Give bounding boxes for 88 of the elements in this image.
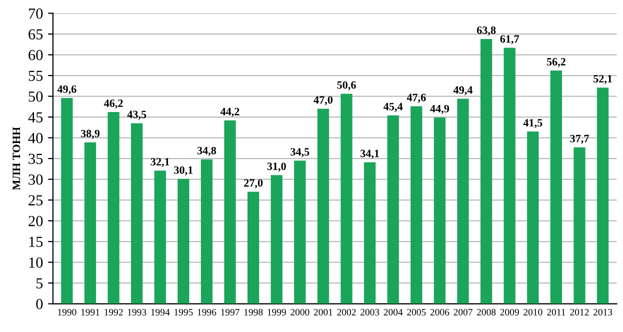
x-tick-label: 1997: [221, 308, 240, 316]
y-axis-title: МЛН ТОНН: [12, 127, 20, 190]
data-label: 44,2: [220, 108, 240, 117]
data-label: 37,7: [570, 134, 589, 144]
x-tick-label: 1996: [198, 308, 216, 316]
y-tick-label: 15: [29, 236, 43, 247]
data-label: 32,1: [150, 158, 170, 168]
x-tick-label: 2009: [500, 308, 519, 316]
data-label: 31,0: [267, 162, 286, 172]
data-label: 49,6: [57, 85, 76, 95]
data-label: 44,9: [430, 104, 450, 114]
bar: [480, 39, 492, 304]
bar: [434, 117, 446, 304]
data-label: 41,5: [523, 119, 542, 128]
data-label: 30,1: [174, 166, 193, 176]
y-tick-label: 70: [28, 8, 43, 19]
x-tick-label: 1999: [268, 308, 286, 316]
y-tick-label: 40: [28, 132, 43, 144]
x-tick-label: 2007: [454, 308, 472, 316]
y-tick-label: 50: [28, 91, 43, 102]
y-tick-label: 25: [28, 195, 43, 206]
x-tick-label: 2004: [384, 308, 403, 316]
bar: [270, 175, 282, 304]
bar: [294, 160, 306, 304]
bar: [340, 94, 352, 304]
data-label: 50,6: [337, 81, 356, 90]
data-label: 61,7: [500, 35, 520, 44]
data-label: 27,0: [244, 179, 263, 188]
y-tick-label: 0: [36, 298, 43, 310]
x-tick-label: 2008: [477, 308, 496, 316]
x-tick-label: 2006: [430, 308, 450, 316]
y-tick-label: 65: [28, 29, 43, 40]
x-tick-label: 2010: [524, 308, 542, 316]
x-tick-label: 2012: [570, 308, 589, 316]
x-tick-label: 1995: [174, 308, 193, 316]
bar: [596, 88, 609, 304]
x-tick-label: 1998: [244, 308, 263, 316]
y-tick-label: 55: [28, 70, 43, 81]
data-label: 47,6: [406, 94, 426, 103]
x-tick-label: 2003: [360, 308, 380, 316]
bar: [410, 106, 422, 304]
bar: [224, 120, 236, 304]
bar: [387, 115, 399, 304]
bar: [200, 159, 213, 304]
bar: [317, 108, 330, 304]
bar: [84, 142, 96, 304]
data-label: 34,8: [197, 146, 216, 156]
data-label: 56,2: [546, 58, 566, 68]
x-tick-label: 1994: [151, 308, 170, 316]
data-label: 45,4: [384, 102, 403, 112]
y-tick-label: 20: [28, 216, 43, 226]
data-label: 46,2: [104, 100, 123, 109]
x-tick-label: 2011: [547, 308, 566, 316]
data-label: 47,0: [314, 96, 333, 106]
bar: [178, 178, 190, 304]
bar: [131, 123, 143, 304]
bar: [550, 70, 562, 304]
bar: [457, 98, 469, 304]
bar: [574, 147, 586, 304]
x-tick-label: 2001: [314, 308, 332, 316]
x-tick-label: 2005: [407, 308, 426, 316]
data-label: 43,5: [127, 110, 146, 120]
x-tick-label: 1990: [58, 308, 76, 316]
x-tick-label: 1991: [81, 308, 100, 316]
data-label: 34,1: [360, 150, 379, 159]
bar: [108, 112, 120, 304]
bar: [61, 98, 73, 304]
bar: [527, 132, 539, 304]
x-tick-label: 2002: [337, 308, 356, 316]
x-tick-label: 1992: [104, 308, 123, 316]
x-tick-label: 1993: [128, 308, 146, 316]
bar: [364, 162, 376, 304]
y-tick-label: 35: [28, 154, 43, 164]
bar: [504, 48, 516, 304]
y-tick-label: 45: [28, 112, 43, 122]
data-label: 49,4: [453, 86, 473, 96]
x-tick-label: 2000: [290, 308, 310, 316]
bar: [154, 170, 166, 304]
x-tick-label: 2013: [593, 308, 612, 316]
y-tick-label: 30: [28, 174, 43, 185]
data-label: 52,1: [594, 75, 612, 84]
y-tick-label: 5: [36, 278, 43, 288]
bar: [247, 192, 260, 304]
data-label: 38,9: [80, 130, 100, 139]
y-tick-label: 60: [28, 50, 43, 60]
data-label: 34,5: [290, 148, 310, 158]
data-label: 63,8: [476, 26, 496, 36]
y-tick-label: 10: [29, 257, 43, 268]
